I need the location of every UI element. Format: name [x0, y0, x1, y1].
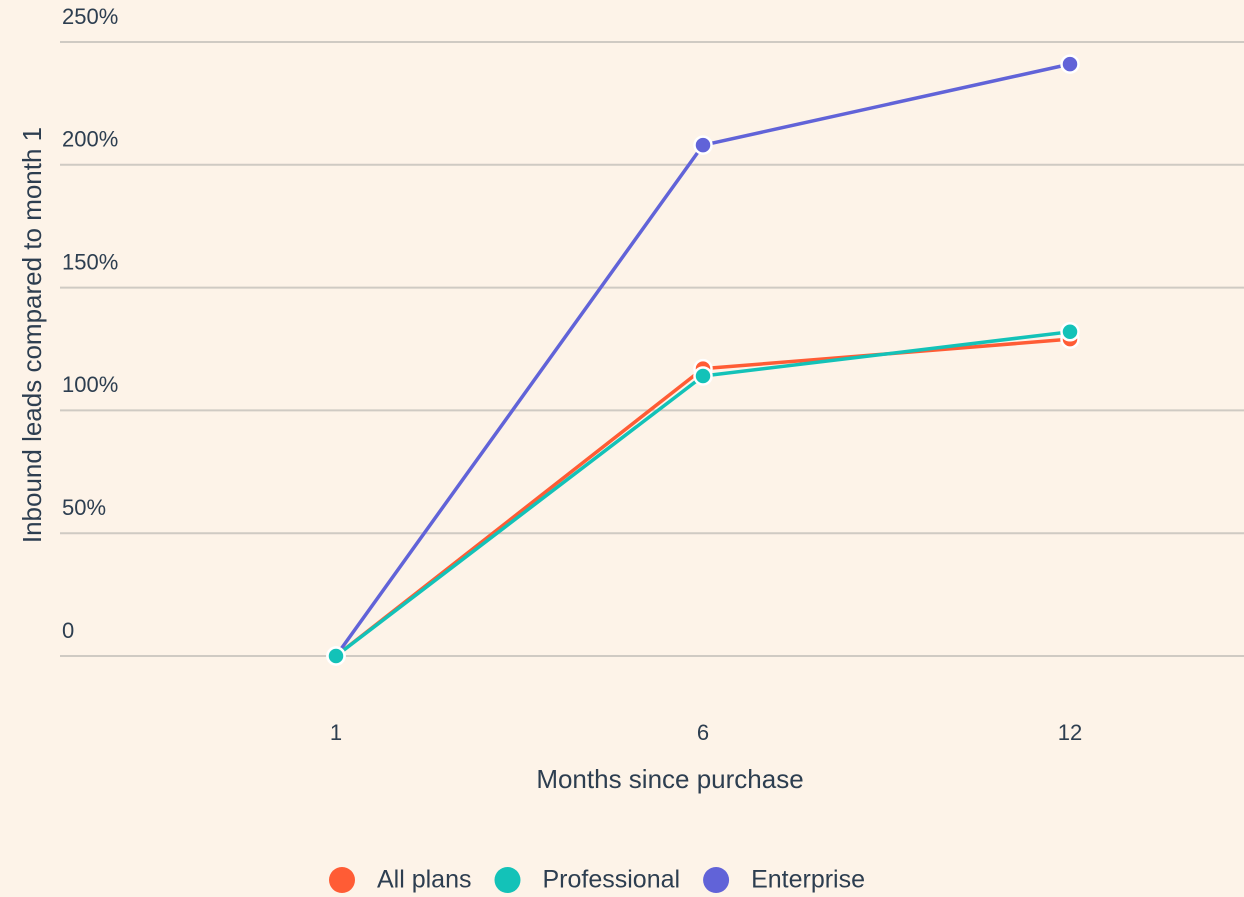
x-axis-label: Months since purchase	[536, 764, 803, 794]
y-tick-label: 100%	[62, 372, 118, 397]
x-tick-label: 12	[1058, 720, 1082, 745]
x-tick-label: 1	[330, 720, 342, 745]
y-tick-label: 150%	[62, 249, 118, 274]
y-tick-label: 0	[62, 618, 74, 643]
y-tick-label: 50%	[62, 495, 106, 520]
legend-swatch	[329, 867, 355, 893]
y-tick-label: 250%	[62, 4, 118, 29]
legend-swatch	[703, 867, 730, 893]
legend-label: Enterprise	[751, 866, 865, 894]
legend-swatch	[494, 867, 521, 893]
x-tick-label: 6	[697, 720, 709, 745]
y-tick-label: 200%	[62, 127, 118, 152]
data-point	[693, 366, 713, 386]
data-point	[1060, 54, 1080, 74]
legend-label: All plans	[377, 866, 472, 894]
data-point	[326, 646, 346, 666]
data-point	[693, 135, 713, 155]
legend-label: Professional	[543, 866, 681, 894]
data-point	[1060, 322, 1080, 342]
y-axis-label: Inbound leads compared to month 1	[17, 127, 47, 543]
